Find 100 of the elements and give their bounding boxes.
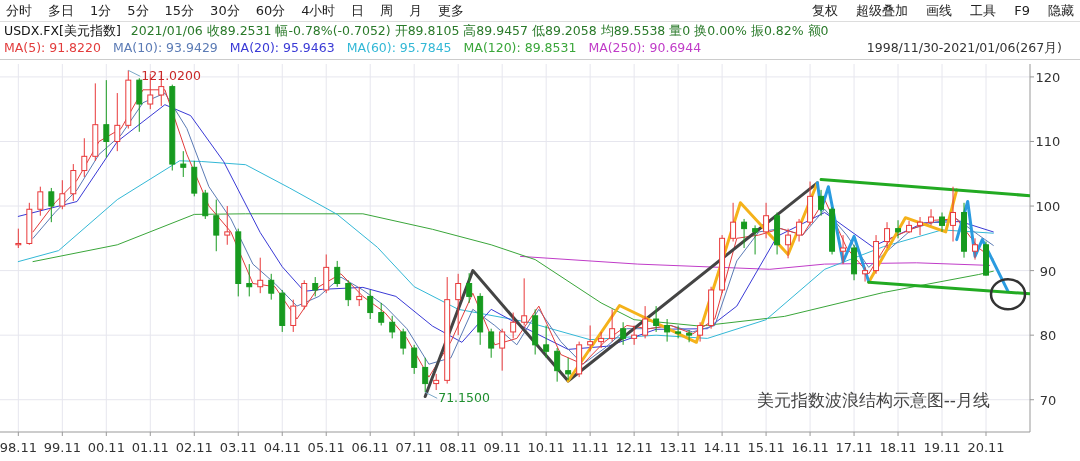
text: MA(60): 95.7845: [346, 40, 452, 55]
candlestick: [818, 189, 825, 217]
line-series: [520, 255, 991, 270]
x-tick-label: 12.11: [615, 440, 653, 455]
text: 日: [351, 3, 365, 18]
x-tick-label: 19.11: [923, 440, 961, 455]
text: 5分: [127, 3, 149, 18]
y-tick-label: 80: [1039, 328, 1057, 344]
x-tick-label: 00.11: [87, 440, 125, 455]
candlestick: [730, 202, 737, 243]
candlestick: [257, 257, 264, 294]
candlestick: [389, 315, 396, 339]
candlestick: [466, 272, 473, 304]
candlestick: [565, 357, 572, 381]
candlestick: [499, 328, 506, 372]
text: 多日: [48, 3, 74, 18]
candlestick: [664, 318, 671, 343]
candlestick: [213, 199, 220, 252]
candlestick: [356, 286, 363, 307]
x-tick-label: 16.11: [791, 440, 829, 455]
candlestick: [334, 260, 341, 288]
text: 工具: [970, 3, 997, 18]
x-tick-label: 99.11: [43, 440, 81, 455]
candlestick: [411, 344, 418, 375]
candlestick: [686, 329, 693, 343]
chart-subtitle: 2021/01/06 收89.2531 幅-0.78%(-0.7052) 开89.8105 高89.9457 低89.2058 均89.5538 量0 换0.00% 振0.82% 额0: [130, 23, 829, 38]
candlestick: [785, 228, 792, 259]
candlestick: [741, 218, 748, 249]
text: 画线: [926, 3, 953, 18]
candlestick: [840, 234, 847, 265]
candlestick: [59, 179, 66, 210]
text: 30分: [210, 3, 240, 18]
candlestick: [653, 305, 660, 333]
x-tick-label: 11.11: [571, 440, 609, 455]
candlestick: [15, 228, 22, 249]
candlestick: [378, 302, 385, 326]
candlestick: [928, 208, 935, 226]
candlestick: [312, 276, 319, 297]
candlestick: [455, 273, 462, 336]
candlestick: [400, 328, 407, 356]
x-tick-label: 04.11: [263, 440, 301, 455]
x-tick-label: 98.11: [0, 440, 37, 455]
candlestick: [631, 324, 638, 346]
chart-title: USDX.FX[美元指数]: [4, 23, 121, 38]
y-tick-label: 120: [1035, 69, 1061, 85]
candlestick: [939, 211, 945, 233]
text: MA(250): 90.6944: [588, 40, 702, 55]
text: 更多: [438, 3, 465, 18]
text: 1998/11/30-2021/01/06(267月): [866, 40, 1062, 55]
text: MA(20): 95.9463: [229, 40, 335, 55]
y-tick-label: 90: [1039, 263, 1057, 279]
candlestick: [488, 328, 495, 359]
candlestick: [224, 205, 231, 246]
candlestick: [620, 321, 627, 346]
x-tick-label: 14.11: [703, 440, 741, 455]
candlestick: [290, 299, 297, 333]
x-tick-label: 05.11: [307, 440, 345, 455]
text: MA(5): 91.8220: [4, 40, 101, 55]
candlestick: [37, 186, 44, 217]
candlestick: [697, 321, 704, 343]
candlestick: [70, 163, 77, 202]
x-tick-label: 10.11: [527, 440, 565, 455]
candlestick: [884, 221, 891, 249]
candlestick: [367, 289, 374, 320]
candlestick: [642, 305, 649, 339]
x-tick-label: 20.11: [967, 440, 1005, 455]
candlestick: [917, 216, 924, 236]
x-tick-label: 15.11: [747, 440, 785, 455]
candlestick: [301, 279, 308, 310]
text: 隐藏: [1048, 3, 1074, 18]
candlestick: [180, 150, 187, 178]
candlestick: [268, 273, 275, 301]
text: 月: [409, 3, 423, 18]
text: 60分: [255, 3, 286, 18]
candlestick: [895, 219, 902, 239]
annotation: 美元指数波浪结构示意图--月线: [756, 390, 990, 410]
text: 分时: [6, 3, 32, 18]
x-tick-label: 02.11: [175, 440, 213, 455]
candlestick: [510, 312, 517, 339]
candlestick: [521, 277, 528, 326]
candlestick: [323, 253, 330, 294]
annotation: 71.1500: [438, 390, 490, 406]
x-tick-label: 01.11: [131, 440, 169, 455]
text: F9: [1014, 3, 1030, 18]
candlestick: [587, 324, 594, 352]
y-tick-label: 70: [1039, 392, 1057, 408]
x-tick-label: 18.11: [879, 440, 917, 455]
text: MA(10): 93.9429: [112, 40, 218, 55]
x-tick-label: 13.11: [659, 440, 697, 455]
candlestick: [422, 357, 429, 393]
candlestick: [81, 137, 88, 178]
candlestick: [554, 347, 561, 383]
x-tick-label: 07.11: [395, 440, 433, 455]
text: 1分: [90, 3, 112, 18]
text: MA(120): 89.8531: [463, 40, 577, 55]
candlestick: [136, 77, 143, 133]
candlestick: [543, 324, 550, 359]
candlestick: [609, 308, 616, 343]
candlestick: [48, 187, 55, 223]
text: 4小时: [301, 3, 336, 18]
